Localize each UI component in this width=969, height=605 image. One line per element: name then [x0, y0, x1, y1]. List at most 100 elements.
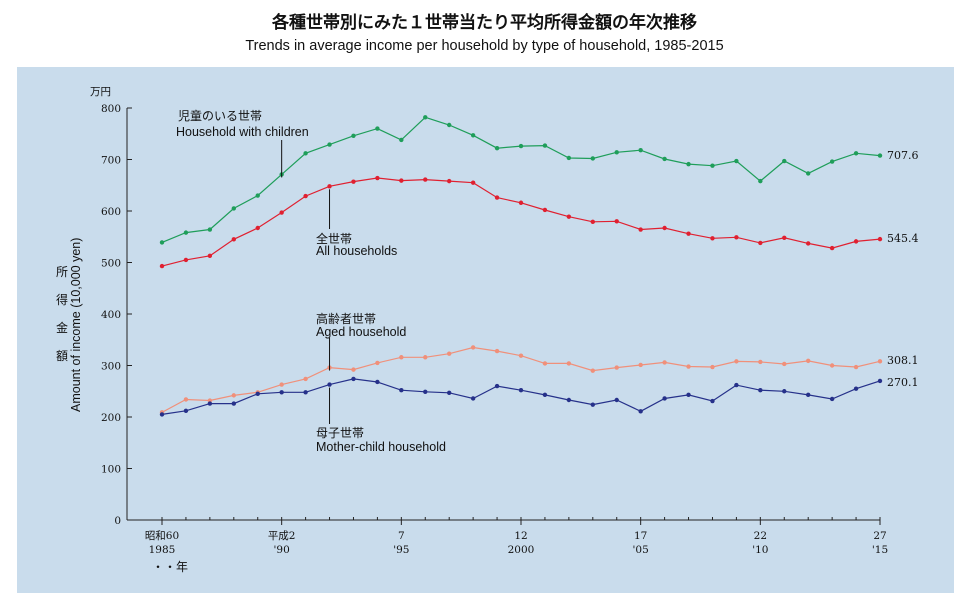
- x-year-tick-label: '95: [393, 544, 409, 556]
- x-year-tick-label: 2000: [508, 544, 535, 556]
- x-year-tick-label: '90: [274, 544, 290, 556]
- data-point-aged: [207, 398, 213, 403]
- end-label-aged: 308.1: [887, 354, 919, 367]
- data-point-aged: [183, 397, 189, 402]
- y-tick-label: 800: [101, 103, 121, 115]
- data-point-mother_child: [566, 397, 572, 403]
- series-label-all-jp: 全世帯: [316, 231, 352, 246]
- data-point-mother_child: [853, 386, 859, 391]
- y-label-jp-4: 額: [56, 349, 68, 363]
- series-label-aged-jp: 高齢者世帯: [316, 311, 376, 326]
- series-label-aged-en: Aged household: [316, 325, 406, 339]
- data-point-all: [566, 214, 572, 219]
- data-point-all: [590, 219, 595, 225]
- data-point-mother_child: [327, 382, 332, 387]
- data-point-aged: [447, 351, 452, 356]
- data-point-mother_child: [207, 401, 213, 406]
- data-point-aged: [662, 360, 667, 365]
- data-point-aged: [590, 368, 595, 373]
- data-point-mother_child: [375, 379, 380, 385]
- data-point-mother_child: [782, 389, 787, 394]
- data-point-aged: [614, 365, 619, 370]
- series-line-all: [161, 177, 881, 267]
- data-point-all: [423, 177, 428, 182]
- data-point-with_children: [231, 206, 236, 211]
- data-point-aged: [806, 358, 811, 364]
- data-point-all: [399, 178, 404, 183]
- chart-panel: [17, 67, 954, 593]
- data-point-all: [494, 195, 500, 200]
- data-point-mother_child: [351, 376, 356, 382]
- data-point-with_children: [351, 133, 356, 139]
- data-point-all: [829, 245, 835, 251]
- data-point-all: [255, 225, 260, 231]
- data-point-with_children: [303, 151, 308, 156]
- series-label-mother-child-en: Mother-child household: [316, 440, 446, 454]
- end-label-all: 545.4: [887, 232, 919, 245]
- data-point-aged: [375, 360, 380, 366]
- data-point-mother_child: [590, 402, 595, 407]
- data-point-with_children: [542, 143, 548, 148]
- chart-title-en: Trends in average income per household b…: [245, 38, 724, 54]
- axes-group: 0 100 200 300 400 500 600 700 800 昭和60 1985 平成2 '90 7…: [101, 103, 888, 556]
- data-point-mother_child: [303, 390, 308, 395]
- data-point-with_children: [782, 158, 787, 164]
- data-point-all: [303, 193, 308, 199]
- data-point-with_children: [470, 133, 476, 138]
- data-point-mother_child: [734, 382, 739, 388]
- x-era-tick-label: 22: [754, 530, 767, 542]
- data-point-aged: [518, 353, 524, 358]
- y-label-jp-1: 所: [56, 265, 68, 279]
- data-point-with_children: [423, 115, 428, 120]
- data-point-with_children: [614, 150, 619, 155]
- y-label-en: Amount of income (10,000 yen): [69, 238, 83, 412]
- data-point-all: [207, 253, 213, 259]
- series-label-with-children-jp: 児童のいる世帯: [178, 108, 262, 123]
- x-year-tick-label: '15: [872, 544, 888, 556]
- data-point-with_children: [662, 156, 667, 162]
- chart-title-jp: 各種世帯別にみた１世帯当たり平均所得金額の年次推移: [272, 13, 697, 33]
- y-label-jp-3: 金: [56, 320, 68, 335]
- data-point-mother_child: [255, 391, 260, 397]
- y-tick-label: 0: [114, 515, 121, 527]
- data-point-with_children: [183, 230, 189, 235]
- data-point-mother_child: [806, 392, 811, 398]
- y-tick-label: 300: [101, 361, 121, 373]
- data-point-with_children: [638, 148, 643, 153]
- data-point-mother_child: [183, 408, 189, 414]
- series-label-all-en: All households: [316, 244, 397, 258]
- data-point-all: [470, 180, 476, 185]
- data-point-all: [638, 227, 643, 232]
- data-point-with_children: [159, 240, 165, 245]
- data-point-mother_child: [494, 383, 500, 389]
- data-point-all: [758, 240, 763, 246]
- data-point-with_children: [375, 126, 380, 131]
- end-label-mother-child: 270.1: [887, 376, 919, 389]
- y-tick-label: 500: [101, 258, 121, 270]
- data-point-all: [614, 219, 619, 224]
- series-label-mother-child-jp: 母子世帯: [316, 426, 364, 440]
- x-era-tick-label: 12: [514, 530, 527, 542]
- data-point-all: [279, 210, 284, 215]
- data-point-with_children: [734, 158, 739, 164]
- data-point-aged: [566, 361, 572, 366]
- data-point-aged: [853, 364, 859, 370]
- x-era-tick-label: 17: [634, 530, 647, 542]
- data-point-with_children: [877, 153, 883, 158]
- data-point-mother_child: [470, 396, 476, 401]
- data-point-all: [710, 236, 715, 241]
- data-point-mother_child: [447, 390, 452, 395]
- data-point-aged: [686, 364, 691, 369]
- data-point-aged: [231, 393, 236, 398]
- series-group: [159, 115, 883, 417]
- data-point-all: [782, 235, 787, 240]
- data-point-all: [231, 237, 236, 242]
- data-point-with_children: [399, 137, 404, 143]
- data-point-aged: [638, 362, 643, 368]
- data-point-with_children: [853, 151, 859, 156]
- data-point-with_children: [327, 142, 332, 147]
- data-point-all: [853, 239, 859, 244]
- data-point-mother_child: [231, 401, 236, 406]
